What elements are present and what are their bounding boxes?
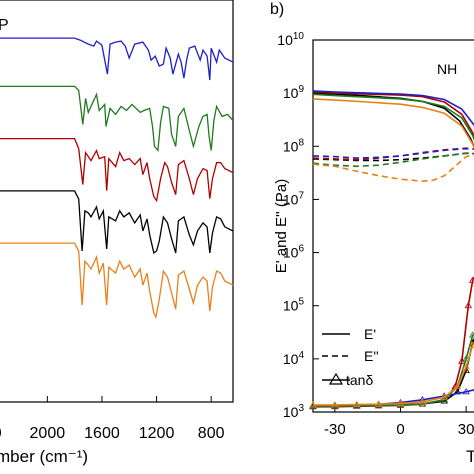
- tan-delta-marker: [468, 341, 474, 348]
- legend-label: E': [364, 326, 376, 342]
- tan-delta-marker: [374, 400, 383, 407]
- dma-y-tick-label: 103: [283, 403, 305, 420]
- panel-label-b: b): [270, 1, 284, 18]
- ftir-title-fragment: P: [0, 17, 9, 34]
- loss-modulus-line-3: [312, 147, 474, 159]
- dma-x-tick-label: -30: [324, 421, 346, 438]
- dma-y-tick-label: 109: [283, 84, 305, 101]
- ftir-series-line-4: [0, 190, 234, 254]
- legend-label: E'': [364, 348, 379, 364]
- dma-x-axis-label: T: [466, 447, 474, 466]
- legend-label: tanδ: [346, 372, 373, 388]
- tan-delta-marker: [418, 398, 427, 405]
- dma-series-group: [309, 90, 474, 410]
- storage-modulus-line-1: [312, 92, 474, 149]
- loss-modulus-line-2: [312, 147, 474, 161]
- tan-delta-marker: [468, 276, 474, 283]
- dma-y-tick-label: 107: [283, 190, 305, 207]
- tan-delta-marker: [418, 400, 427, 407]
- ftir-x-tick-label: 1600: [84, 425, 120, 442]
- ftir-series-line-5: [0, 242, 234, 320]
- dma-y-tick-label: 106: [283, 244, 305, 261]
- tan-delta-marker: [353, 400, 361, 407]
- tan-delta-marker: [396, 401, 405, 408]
- storage-modulus-line-5: [312, 98, 474, 150]
- dma-title-fragment: NH: [437, 61, 457, 77]
- tan-delta-marker: [440, 393, 448, 400]
- tan-delta-marker: [396, 399, 405, 406]
- ftir-series-group: [0, 37, 234, 320]
- dma-y-tick-label: 1010: [277, 31, 304, 48]
- ftir-x-ticks: 00 2000 1600 1200 800: [0, 396, 225, 442]
- ftir-series-line-2: [0, 85, 234, 152]
- ftir-series-line-1: [0, 37, 234, 81]
- dma-x-tick-label: 0: [396, 421, 404, 438]
- tan-delta-marker: [462, 355, 470, 362]
- ftir-x-tick-label: 2000: [30, 425, 66, 442]
- ftir-x-axis-label: mber (cm⁻¹): [0, 447, 88, 466]
- ftir-x-tick-label: 800: [198, 425, 225, 442]
- tan-delta-marker: [462, 388, 470, 395]
- tan-delta-marker: [468, 331, 474, 338]
- tan-delta-line-4: [312, 333, 474, 408]
- ftir-x-tick-label: 00: [0, 425, 2, 442]
- tan-delta-marker: [374, 401, 383, 408]
- tan-delta-marker: [309, 401, 317, 408]
- tan-delta-marker: [464, 301, 473, 309]
- tan-delta-line-2: [312, 276, 474, 408]
- storage-modulus-line-2: [312, 91, 474, 139]
- dma-y-tick-label: 104: [283, 350, 305, 367]
- dma-x-tick-label: 30: [458, 421, 474, 438]
- dma-x-ticks: -30 0 30: [324, 406, 474, 438]
- dma-legend: E' E'' tanδ: [322, 326, 379, 388]
- ftir-plot-frame: [0, 0, 234, 403]
- tan-delta-marker: [353, 402, 361, 409]
- dma-y-axis-label: E' and E'' (Pa): [273, 179, 290, 273]
- ftir-series-line-3: [0, 137, 234, 203]
- dma-panel: b) NH E' and E'' (Pa) 103 104 105 106 107 108…: [270, 1, 474, 466]
- dma-y-tick-label: 105: [283, 297, 305, 314]
- storage-modulus-line-3: [312, 90, 474, 127]
- tan-delta-marker: [331, 401, 339, 408]
- loss-modulus-line-4: [312, 152, 474, 168]
- tan-delta-marker: [453, 382, 462, 390]
- ftir-x-tick-label: 1200: [139, 425, 175, 442]
- ftir-panel: P 00 2000 1600 1200 800 mber (cm⁻¹): [0, 0, 234, 466]
- tan-delta-marker: [462, 363, 470, 370]
- storage-modulus-line-4: [312, 93, 474, 142]
- legend-triangle-marker: [328, 372, 344, 385]
- loss-modulus-line-5: [312, 153, 474, 183]
- dma-y-tick-label: 108: [283, 137, 305, 154]
